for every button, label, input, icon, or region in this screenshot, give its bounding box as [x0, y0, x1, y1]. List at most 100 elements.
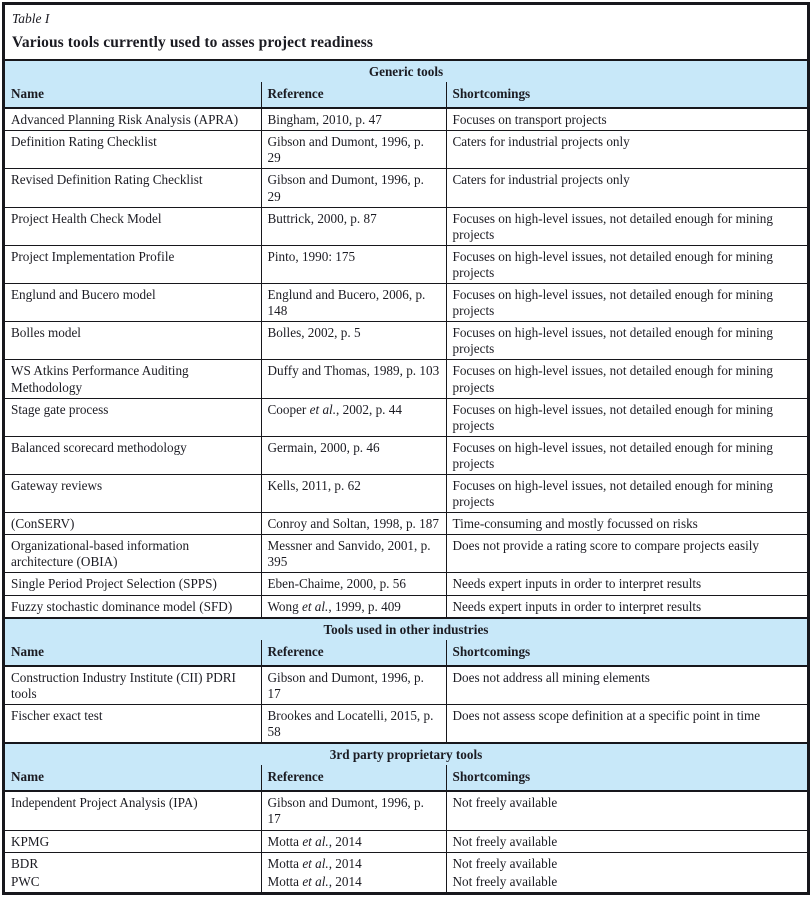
reference-cell: Gibson and Dumont, 1996, p. 17	[260, 665, 446, 705]
shortcoming-cell: Focuses on high-level issues, not detail…	[445, 321, 807, 360]
table-title: Various tools currently used to asses pr…	[12, 34, 373, 51]
tool-name-cell: Stage gate process	[5, 397, 261, 437]
reference-cell: Motta et al., 2014	[260, 851, 446, 874]
shortcoming-cell: Not freely available	[445, 851, 807, 874]
reference-text: , 2014	[328, 855, 362, 871]
reference-et-al: et al.	[302, 855, 329, 871]
reference-text: Gibson and Dumont, 1996, p. 17	[267, 795, 424, 827]
shortcoming-cell: Does not address all mining elements	[445, 665, 807, 705]
table-row: PWC Motta et al., 2014 Not freely availabl…	[5, 873, 807, 892]
reference-cell: Duffy and Thomas, 1989, p. 103	[260, 359, 446, 399]
reference-text: Motta	[267, 873, 303, 889]
table-row: Revised Definition Rating Checklist Gibso…	[5, 168, 807, 208]
tool-name-cell: (ConSERV)	[5, 512, 261, 535]
table-row: Englund and Bucero model Englund and Buce…	[5, 283, 807, 322]
shortcoming-cell: Time-consuming and mostly focussed on ri…	[445, 512, 807, 535]
shortcoming-cell: Focuses on high-level issues, not detail…	[445, 283, 807, 322]
tool-name-cell: Gateway reviews	[5, 473, 261, 513]
reference-text: Motta	[267, 855, 303, 871]
section-band-title: Tools used in other industries	[5, 616, 807, 640]
reference-cell: Germain, 2000, p. 46	[260, 435, 446, 475]
tool-name-cell: Definition Rating Checklist	[5, 130, 261, 169]
reference-text: , 2014	[328, 833, 362, 849]
reference-cell: Gibson and Dumont, 1996, p. 29	[260, 130, 446, 169]
shortcoming-cell: Focuses on high-level issues, not detail…	[445, 397, 807, 437]
table-row: (ConSERV) Conroy and Soltan, 1998, p. 187…	[5, 512, 807, 535]
shortcoming-cell: Does not assess scope definition at a sp…	[445, 704, 807, 744]
table-row: Definition Rating Checklist Gibson and Du…	[5, 130, 807, 169]
column-header-shortcomings: Shortcomings	[445, 765, 807, 793]
reference-cell: Pinto, 1990: 175	[260, 244, 446, 284]
reference-text: Bingham, 2010, p. 47	[267, 112, 382, 128]
tool-name-cell: PWC	[11, 873, 40, 889]
reference-cell: Bolles, 2002, p. 5	[260, 321, 446, 360]
section-band-row: 3rd party proprietary tools	[5, 742, 807, 766]
reference-et-al: et al.	[301, 598, 329, 614]
table-row: Advanced Planning Risk Analysis (APRA) Bi…	[5, 107, 807, 131]
tool-name-cell: Englund and Bucero model	[5, 283, 261, 322]
tool-name-cell: BDR	[5, 851, 261, 874]
table-body: Generic tools Name Reference Shortcomings Ad…	[5, 58, 807, 892]
table-row: Gateway reviews Kells, 2011, p. 62 Focuses…	[5, 473, 807, 513]
section-band-title: 3rd party proprietary tools	[5, 742, 807, 766]
reference-text: Cooper	[267, 401, 310, 417]
column-header-shortcomings: Shortcomings	[445, 82, 807, 110]
reference-text: Messner and Sanvido, 2001, p. 395	[267, 538, 431, 570]
reference-text: Buttrick, 2000, p. 87	[267, 210, 377, 226]
column-header-reference: Reference	[260, 639, 446, 667]
reference-text: Wong	[267, 598, 302, 614]
reference-text: Motta	[267, 833, 303, 849]
shortcoming-cell: Not freely available	[445, 829, 807, 853]
shortcoming-cell: Focuses on high-level issues, not detail…	[445, 359, 807, 399]
column-header-name: Name	[5, 639, 261, 667]
table-row: Independent Project Analysis (IPA) Gibson…	[5, 790, 807, 831]
shortcoming-cell: Not freely available	[445, 873, 807, 892]
reference-cell: Motta et al., 2014	[260, 873, 446, 892]
reference-text: , 1999, p. 409	[328, 598, 401, 614]
table-row: KPMG Motta et al., 2014 Not freely availab…	[5, 829, 807, 853]
tool-name-cell: Fischer exact test	[5, 704, 261, 744]
reference-cell: Motta et al., 2014	[260, 829, 446, 853]
reference-et-al: et al.	[309, 401, 336, 417]
shortcoming-cell: Focuses on high-level issues, not detail…	[445, 244, 807, 284]
reference-cell: Buttrick, 2000, p. 87	[260, 206, 446, 246]
reference-cell: Englund and Bucero, 2006, p. 148	[260, 283, 446, 322]
reference-text: Pinto, 1990: 175	[267, 248, 356, 264]
reference-cell: Brookes and Locatelli, 2015, p. 58	[260, 704, 446, 744]
reference-text: , 2002, p. 44	[336, 401, 402, 417]
tool-name-cell: Project Implementation Profile	[5, 244, 261, 284]
shortcoming-cell: Needs expert inputs in order to interpre…	[445, 594, 807, 618]
section-band-row: Generic tools	[5, 58, 807, 83]
table-row: Bolles model Bolles, 2002, p. 5 Focuses on…	[5, 321, 807, 360]
column-header-row: Name Reference Shortcomings	[5, 639, 807, 667]
shortcoming-cell: Not freely available	[445, 790, 807, 831]
reference-cell: Wong et al., 1999, p. 409	[260, 594, 446, 618]
shortcoming-cell: Does not provide a rating score to compa…	[445, 534, 807, 573]
reference-text: Eben-Chaime, 2000, p. 56	[267, 576, 406, 592]
reference-cell: Cooper et al., 2002, p. 44	[260, 397, 446, 437]
reference-cell: Conroy and Soltan, 1998, p. 187	[260, 512, 446, 535]
shortcoming-cell: Caters for industrial projects only	[445, 168, 807, 208]
table-row: Project Health Check Model Buttrick, 2000…	[5, 206, 807, 246]
tool-name-cell: Independent Project Analysis (IPA)	[5, 790, 261, 831]
table-row: Project Implementation Profile Pinto, 199…	[5, 244, 807, 284]
table-row: Fuzzy stochastic dominance model (SFD) Wo…	[5, 594, 807, 618]
reference-cell: Bingham, 2010, p. 47	[260, 107, 446, 131]
section-band-row: Tools used in other industries	[5, 616, 807, 640]
tool-name-cell: KPMG	[5, 829, 261, 853]
tool-name-cell: Revised Definition Rating Checklist	[5, 168, 261, 208]
reference-text: Brookes and Locatelli, 2015, p. 58	[267, 708, 434, 740]
shortcoming-cell: Focuses on high-level issues, not detail…	[445, 435, 807, 475]
column-header-name: Name	[5, 765, 261, 793]
shortcoming-cell: Caters for industrial projects only	[445, 130, 807, 169]
tool-name-cell: Bolles model	[5, 321, 261, 360]
reference-text: Gibson and Dumont, 1996, p. 29	[267, 134, 424, 166]
tool-name-cell: Project Health Check Model	[5, 206, 261, 246]
table-row: WS Atkins Performance Auditing Methodolo…	[5, 359, 807, 399]
reference-text: Bolles, 2002, p. 5	[267, 325, 361, 341]
reference-text: Germain, 2000, p. 46	[267, 439, 380, 455]
reference-cell: Gibson and Dumont, 1996, p. 29	[260, 168, 446, 208]
tool-name-cell: Single Period Project Selection (SPPS)	[5, 572, 261, 596]
reference-cell: Messner and Sanvido, 2001, p. 395	[260, 534, 446, 573]
